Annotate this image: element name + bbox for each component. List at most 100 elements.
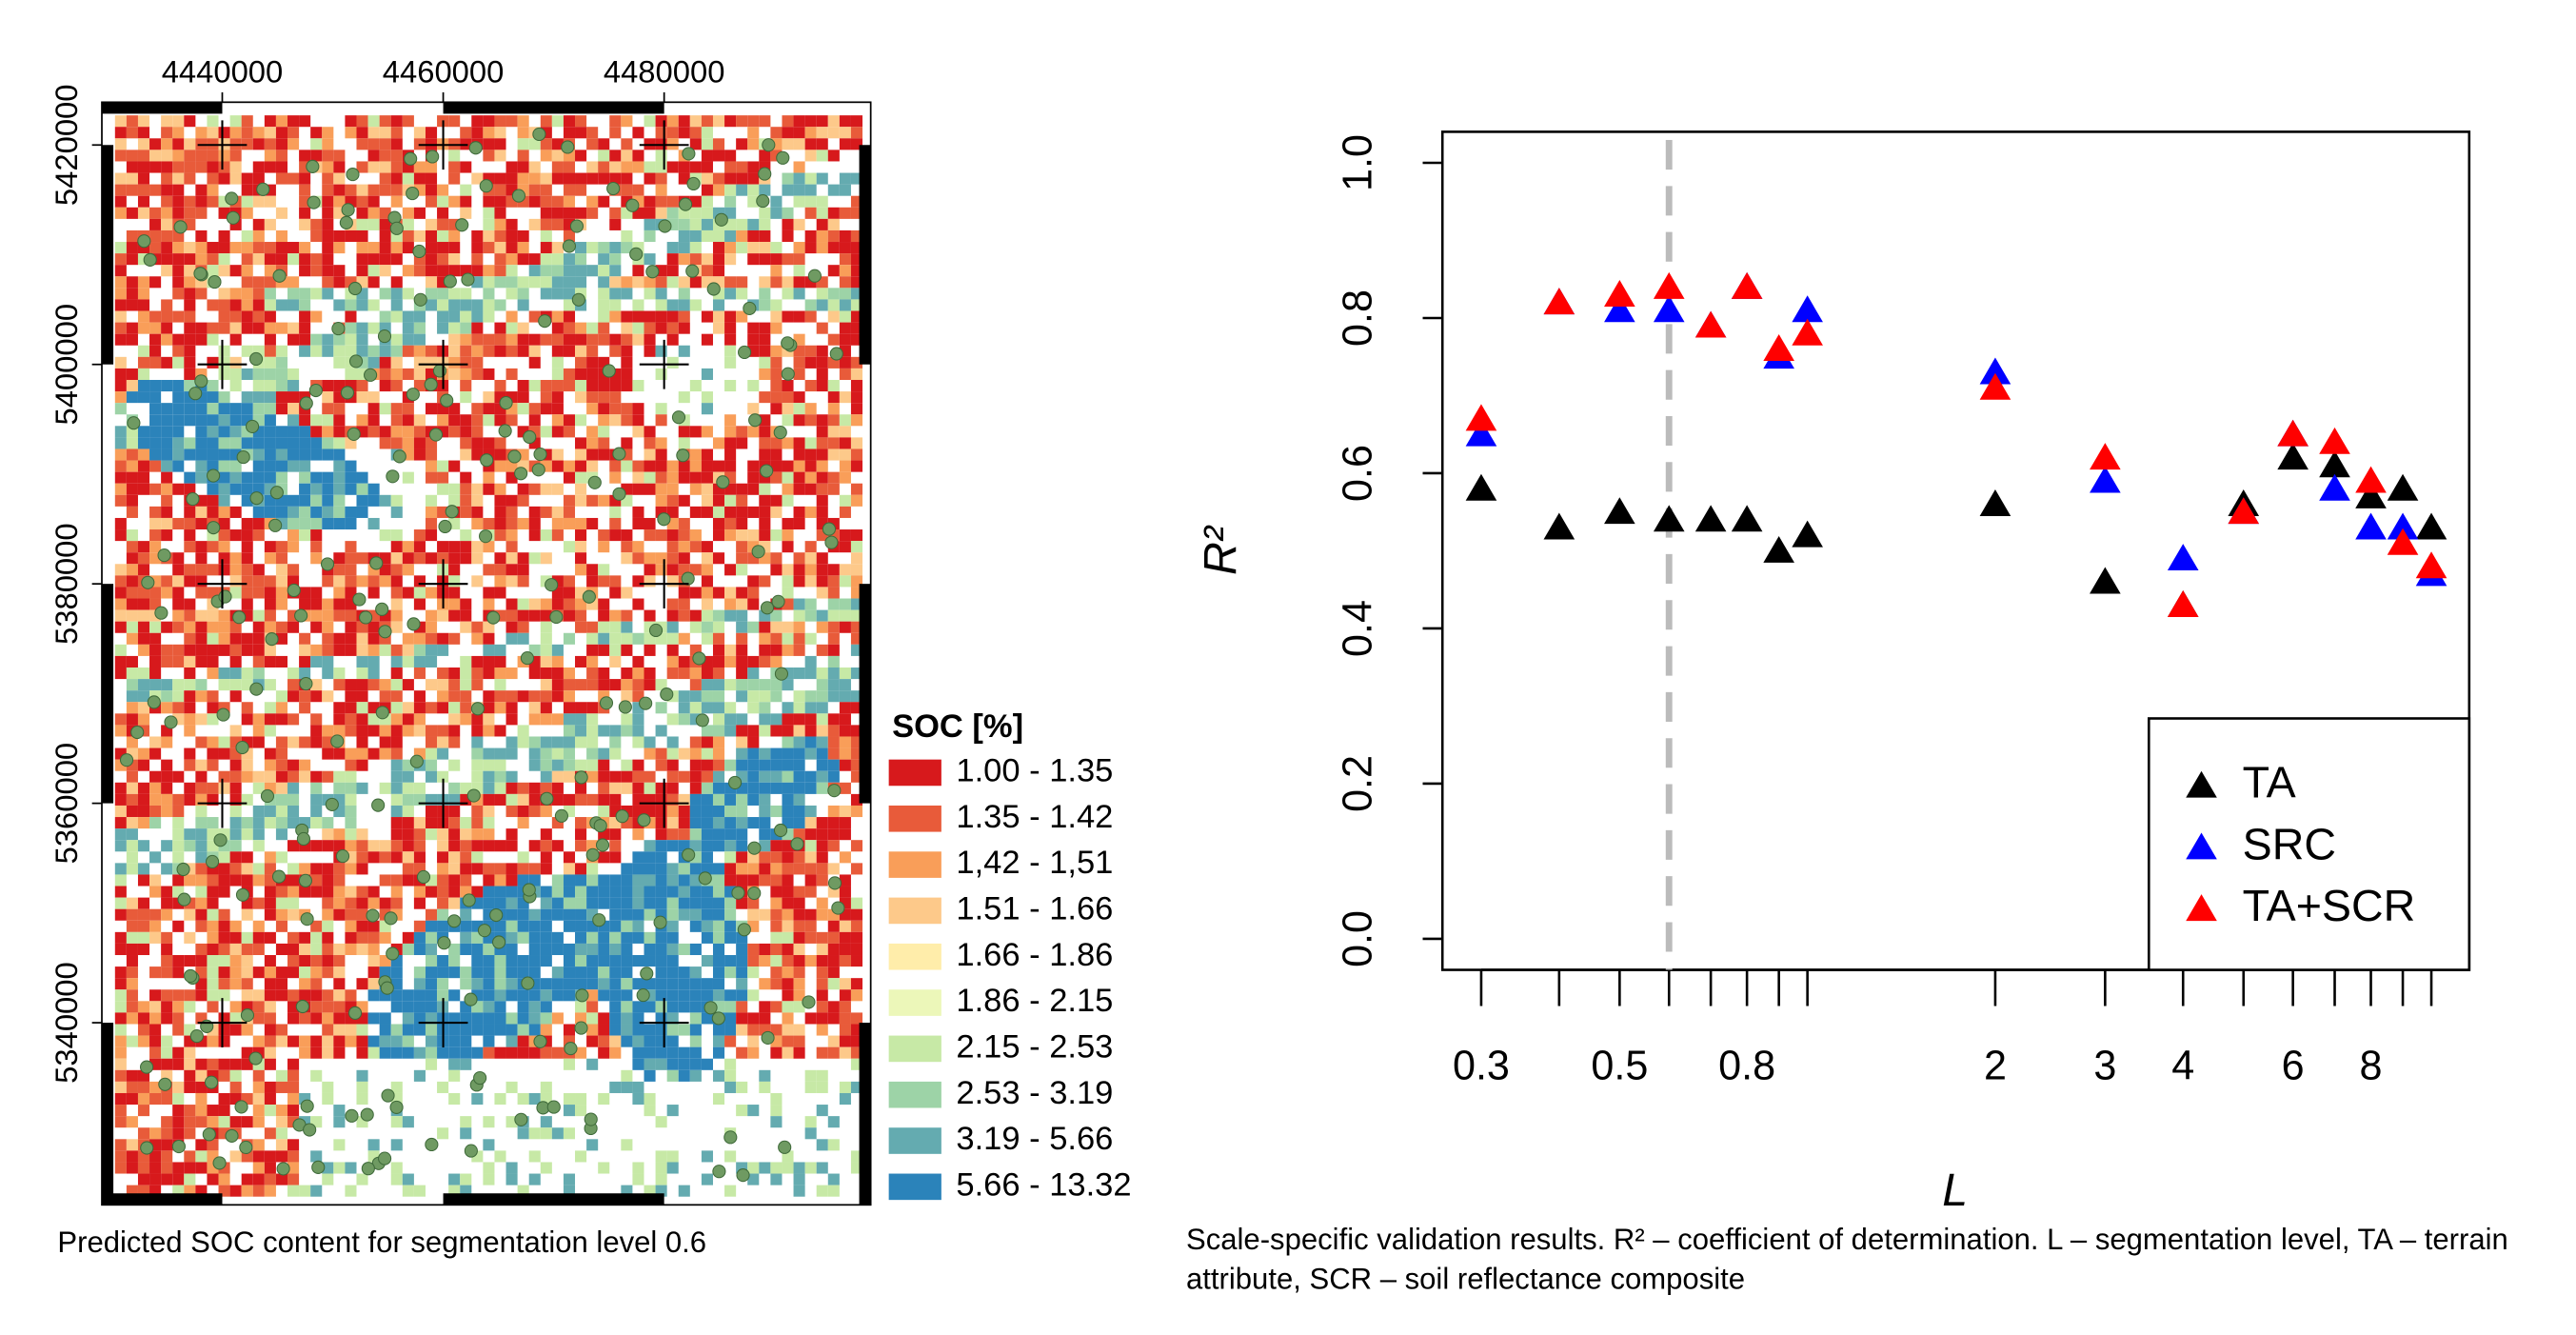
map-pixel [149, 518, 161, 529]
map-pixel [219, 437, 230, 448]
map-pixel [506, 1082, 518, 1093]
map-pixel [828, 690, 840, 702]
map-pixel [805, 575, 817, 587]
map-pixel [529, 1012, 541, 1024]
map-pixel [541, 219, 552, 230]
map-pixel [380, 679, 391, 690]
map-pixel [253, 138, 265, 149]
legend-swatch [889, 1082, 941, 1108]
map-pixel [322, 414, 333, 426]
map-pixel [426, 702, 437, 713]
map-pixel [529, 736, 541, 747]
map-pixel [195, 921, 207, 932]
map-pixel [506, 944, 518, 955]
map-pixel [368, 679, 380, 690]
map-pixel [621, 978, 632, 989]
map-pixel [333, 414, 345, 426]
map-pixel [172, 690, 184, 702]
map-pixel [724, 679, 736, 690]
map-pixel [230, 679, 242, 690]
map-pixel [586, 898, 598, 909]
sample-point [241, 1009, 253, 1022]
map-pixel [207, 414, 218, 426]
map-pixel [609, 725, 621, 736]
map-pixel [483, 633, 494, 645]
map-pixel [552, 265, 564, 276]
chart-caption: Scale-specific validation results. R² – … [1186, 1220, 2576, 1299]
map-pixel [805, 507, 817, 518]
sample-point [545, 579, 558, 591]
map-pixel [437, 541, 448, 552]
map-pixel [127, 185, 138, 196]
map-pixel [333, 1024, 345, 1035]
map-pixel [310, 840, 322, 851]
map-pixel [541, 1162, 552, 1173]
map-pixel [759, 725, 770, 736]
map-pixel [679, 219, 690, 230]
map-pixel [138, 1082, 149, 1093]
map-pixel [598, 794, 609, 806]
map-pixel [552, 414, 564, 426]
map-pixel [426, 288, 437, 299]
map-pixel [265, 1093, 276, 1105]
map-pixel [713, 645, 724, 656]
map-pixel [276, 472, 287, 484]
map-pixel [575, 702, 586, 713]
map-pixel [127, 1082, 138, 1093]
map-pixel [598, 748, 609, 760]
sample-point [474, 1072, 486, 1085]
map-pixel [403, 564, 414, 575]
map-pixel [552, 966, 564, 978]
map-pixel [299, 323, 310, 334]
map-pixel [736, 1012, 747, 1024]
map-pixel [172, 448, 184, 460]
map-pixel [851, 115, 862, 127]
map-pixel [724, 1001, 736, 1012]
map-pixel [770, 369, 782, 380]
map-pixel [219, 633, 230, 645]
map-pixel [207, 507, 218, 518]
map-pixel [253, 771, 265, 783]
map-pixel [356, 127, 367, 138]
sample-point [236, 888, 248, 901]
map-pixel [322, 863, 333, 874]
map-pixel [575, 518, 586, 529]
map-pixel [391, 380, 403, 391]
map-pixel [380, 173, 391, 185]
map-pixel [230, 1070, 242, 1082]
map-pixel [782, 115, 793, 127]
map-pixel [403, 633, 414, 645]
map-pixel [287, 909, 299, 921]
map-pixel [391, 357, 403, 369]
sample-point [613, 448, 625, 460]
map-pixel [702, 851, 713, 863]
map-pixel [242, 299, 253, 310]
map-pixel [287, 242, 299, 253]
map-pixel [690, 794, 702, 806]
map-pixel [541, 887, 552, 898]
map-pixel [598, 955, 609, 966]
map-pixel [471, 806, 483, 817]
map-pixel [598, 564, 609, 575]
map-pixel [586, 334, 598, 346]
map-pixel [253, 472, 265, 484]
map-pixel [380, 840, 391, 851]
map-pixel [747, 185, 759, 196]
map-pixel [828, 725, 840, 736]
map-pixel [690, 472, 702, 484]
map-pixel [299, 656, 310, 668]
map-pixel [518, 1001, 529, 1012]
map-pixel [518, 1047, 529, 1059]
map-pixel [782, 276, 793, 288]
map-pixel [276, 978, 287, 989]
map-pixel [322, 898, 333, 909]
map-pixel [333, 346, 345, 357]
map-pixel [356, 138, 367, 149]
map-pixel [310, 771, 322, 783]
sample-point [732, 887, 744, 899]
sample-point [273, 870, 286, 883]
map-pixel [552, 668, 564, 679]
map-pixel [506, 288, 518, 299]
map-pixel [782, 380, 793, 391]
map-pixel [575, 1093, 586, 1105]
